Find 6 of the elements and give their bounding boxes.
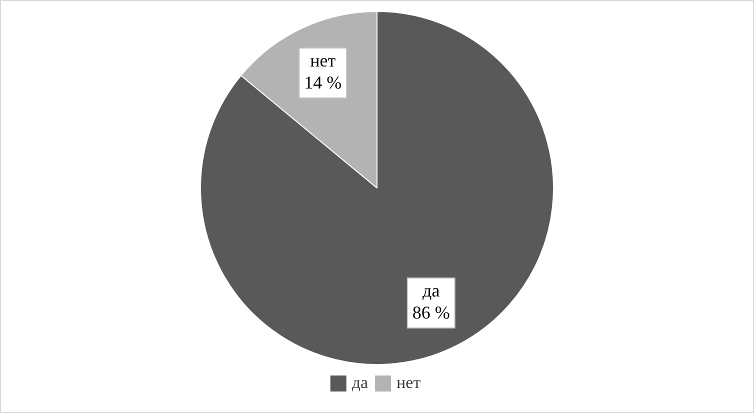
data-label: 86 % xyxy=(412,302,450,323)
slice-label: да xyxy=(422,280,440,301)
legend-label: нет xyxy=(396,372,422,392)
legend-label: да xyxy=(352,372,369,392)
slice-label: нет xyxy=(310,50,336,71)
data-label: 14 % xyxy=(304,72,342,93)
